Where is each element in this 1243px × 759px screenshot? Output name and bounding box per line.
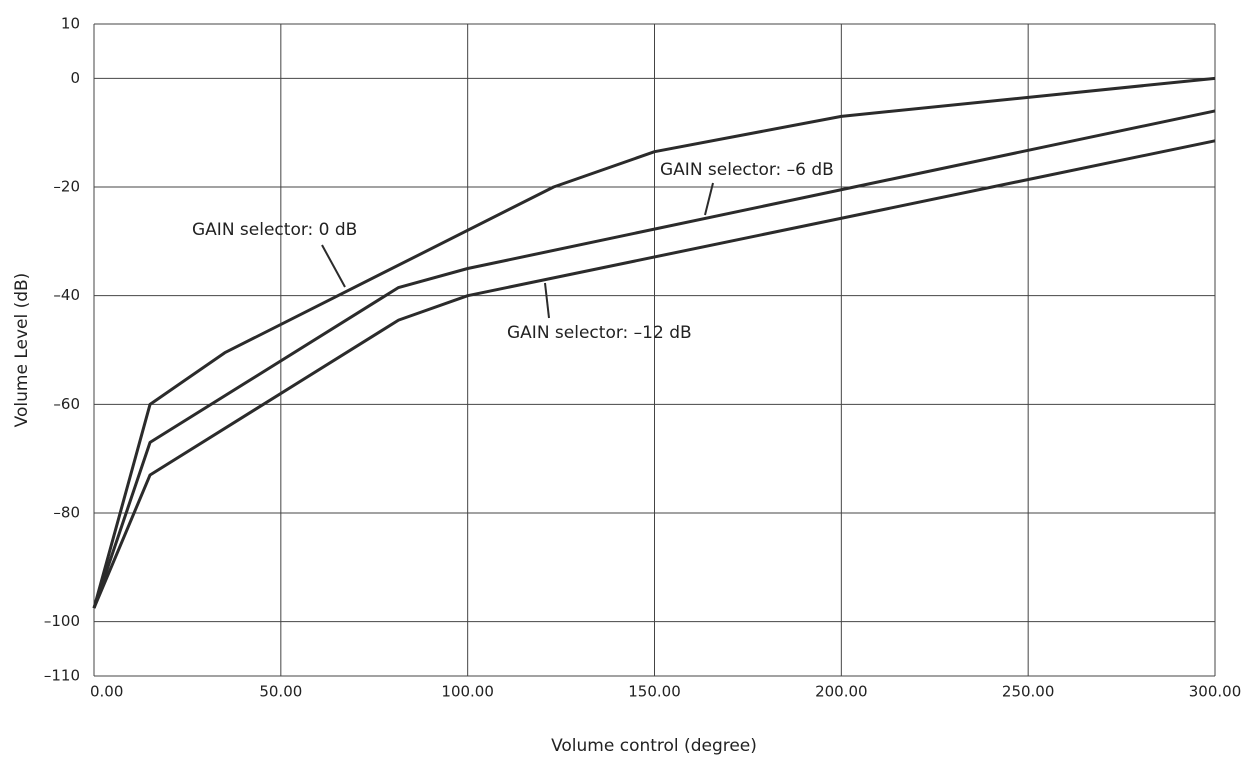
series-line xyxy=(92,76,1216,609)
x-tick-label: 0.00 xyxy=(90,683,123,701)
x-tick-label: 250.00 xyxy=(1002,683,1055,701)
leader-line xyxy=(321,244,346,288)
y-axis-label: Volume Level (dB) xyxy=(12,273,32,428)
y-tick-label: –110 xyxy=(44,667,80,685)
x-tick-label: 150.00 xyxy=(628,683,681,701)
x-tick-label: 50.00 xyxy=(259,683,302,701)
series-label: GAIN selector: 0 dB xyxy=(192,220,357,240)
y-tick-label: 0 xyxy=(70,69,80,87)
leader-line xyxy=(544,282,550,319)
series-label: GAIN selector: –12 dB xyxy=(507,323,692,343)
y-tick-label: –20 xyxy=(53,178,80,196)
y-tick-label: –100 xyxy=(44,612,80,630)
series-line xyxy=(92,109,1216,609)
x-axis-label: Volume control (degree) xyxy=(551,736,757,756)
series-line xyxy=(92,139,1216,609)
y-tick-label: 10 xyxy=(61,15,80,33)
x-tick-label: 100.00 xyxy=(441,683,494,701)
x-tick-label: 300.00 xyxy=(1189,683,1242,701)
y-tick-label: –80 xyxy=(53,504,80,522)
y-tick-label: –60 xyxy=(53,395,80,413)
x-tick-label: 200.00 xyxy=(815,683,868,701)
series-label: GAIN selector: –6 dB xyxy=(660,160,834,180)
y-tick-label: –40 xyxy=(53,286,80,304)
leader-line xyxy=(704,182,714,216)
